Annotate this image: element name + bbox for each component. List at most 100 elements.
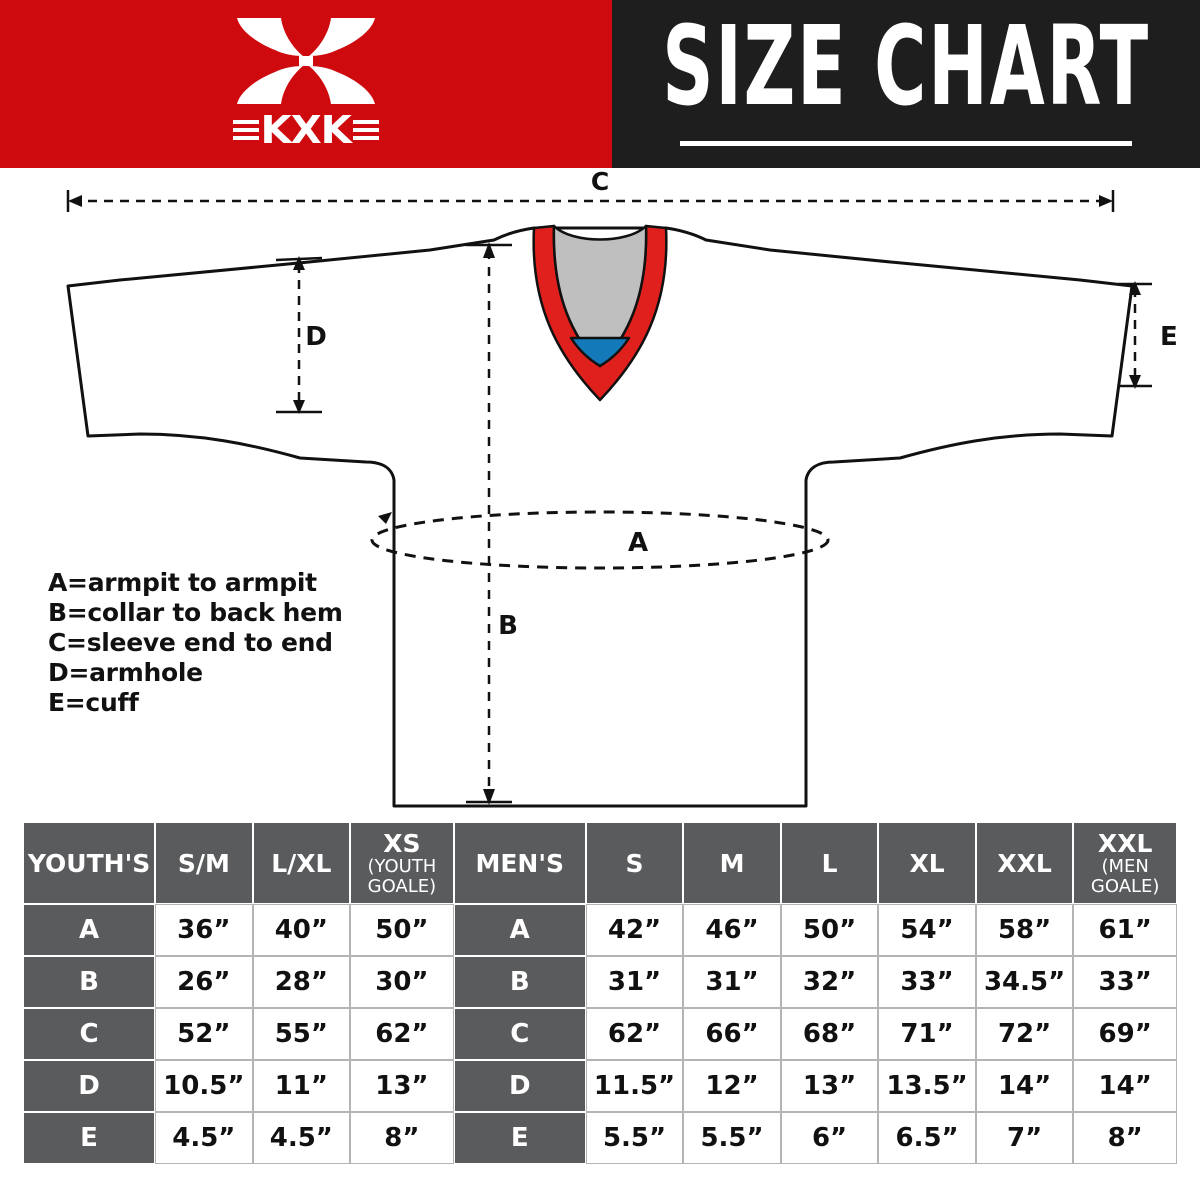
table-row: B 26” 28” 30” B 31” 31” 32” 33” 34.5” 33” [24,957,1176,1007]
row-label-youth: E [24,1113,155,1163]
measurement-cell: 72” [976,1009,1073,1059]
measurement-cell: 58” [976,905,1073,955]
measurement-cell: 8” [351,1113,453,1163]
measurement-cell: 28” [253,957,350,1007]
measurement-cell: 30” [351,957,453,1007]
hourglass-x-logo-icon [237,18,375,104]
measurement-cell: 11.5” [586,1061,683,1111]
dimension-c-label: C [591,168,609,196]
brand-name: KXK [260,108,352,152]
row-label-men: E [454,1113,585,1163]
table-header-cell: XL [879,823,975,903]
dimension-a [370,510,830,570]
table-header-cell: XS (YOUTH GOALE) [351,823,453,903]
dimension-d-label: D [305,322,327,352]
measurement-cell: 52” [156,1009,252,1059]
dimension-d [275,256,323,414]
measurement-cell: 32” [781,957,878,1007]
dimension-c [66,190,1115,212]
measurement-cell: 31” [586,957,683,1007]
size-table: YOUTH'S S/M L/XL XS (YOUTH GOALE) MEN'S S M L XL X… [22,821,1178,1165]
table-row: D 10.5” 11” 13” D 11.5” 12” 13” 13.5” 14” 14” [24,1061,1176,1111]
measurement-cell: 71” [879,1009,975,1059]
legend-item-c: C=sleeve end to end [48,628,333,657]
title-panel: SIZE CHART [612,0,1200,168]
measurement-cell: 13” [351,1061,453,1111]
measurement-cell: 68” [781,1009,878,1059]
table-body: A 36” 40” 50” A 42” 46” 50” 54” 58” 61” B 26” 28” 30” B… [24,905,1176,1163]
table-header-cell: S [586,823,683,903]
measurement-cell: 61” [1074,905,1176,955]
row-label-men: B [454,957,585,1007]
jersey-collar [532,224,668,402]
table-header-row: YOUTH'S S/M L/XL XS (YOUTH GOALE) MEN'S S M L XL X… [24,823,1176,903]
measurement-cell: 50” [351,905,453,955]
measurement-cell: 40” [253,905,350,955]
measurement-cell: 8” [1074,1113,1176,1163]
table-header-cell: M [684,823,780,903]
measurement-cell: 4.5” [156,1113,252,1163]
row-label-youth: D [24,1061,155,1111]
table-header-cell: S/M [156,823,252,903]
brand-bars-right-icon [352,120,379,140]
table-row: A 36” 40” 50” A 42” 46” 50” 54” 58” 61” [24,905,1176,955]
measurement-cell: 13” [781,1061,878,1111]
measurement-legend: A=armpit to armpit B=collar to back hem … [48,568,343,718]
measurement-cell: 33” [1074,957,1176,1007]
measurement-cell: 6” [781,1113,878,1163]
brand-wordmark: KXK [221,110,391,150]
measurement-cell: 66” [684,1009,780,1059]
jersey-outline [66,226,1134,808]
measurement-cell: 34.5” [976,957,1073,1007]
measurement-cell: 33” [879,957,975,1007]
measurement-cell: 31” [684,957,780,1007]
brand-bars-left-icon [233,120,260,140]
measurement-cell: 46” [684,905,780,955]
size-table-wrapper: YOUTH'S S/M L/XL XS (YOUTH GOALE) MEN'S S M L XL X… [22,821,1178,1165]
measurement-cell: 54” [879,905,975,955]
measurement-cell: 36” [156,905,252,955]
brand-panel: KXK [0,0,612,168]
table-row: E 4.5” 4.5” 8” E 5.5” 5.5” 6” 6.5” 7” 8” [24,1113,1176,1163]
row-label-youth: A [24,905,155,955]
measurement-cell: 10.5” [156,1061,252,1111]
measurement-cell: 69” [1074,1009,1176,1059]
row-label-men: C [454,1009,585,1059]
legend-item-e: E=cuff [48,688,139,717]
title-underline [680,140,1132,146]
table-header-cell: L [781,823,878,903]
measurement-cell: 26” [156,957,252,1007]
row-label-youth: B [24,957,155,1007]
table-header-cell: MEN'S [454,823,585,903]
measurement-cell: 14” [1074,1061,1176,1111]
measurement-cell: 11” [253,1061,350,1111]
measurement-cell: 7” [976,1113,1073,1163]
dimension-a-label: A [628,528,648,558]
measurement-cell: 5.5” [684,1113,780,1163]
legend-item-d: D=armhole [48,658,203,687]
measurement-cell: 13.5” [879,1061,975,1111]
dimension-b-label: B [498,611,518,641]
table-header-cell: XXL (MEN GOALE) [1074,823,1176,903]
table-row: C 52” 55” 62” C 62” 66” 68” 71” 72” 69” [24,1009,1176,1059]
measurement-cell: 55” [253,1009,350,1059]
measurement-cell: 4.5” [253,1113,350,1163]
legend-item-b: B=collar to back hem [48,598,343,627]
collar-inner [552,224,648,368]
jersey-technical-drawing: C D E [66,168,1178,808]
jersey-diagram: C D E [0,168,1200,814]
measurement-cell: 50” [781,905,878,955]
row-label-men: D [454,1061,585,1111]
measurement-cell: 5.5” [586,1113,683,1163]
page-header: KXK SIZE CHART [0,0,1200,168]
measurement-cell: 6.5” [879,1113,975,1163]
row-label-youth: C [24,1009,155,1059]
measurement-cell: 14” [976,1061,1073,1111]
measurement-cell: 62” [351,1009,453,1059]
page-title: SIZE CHART [662,2,1150,131]
measurement-cell: 12” [684,1061,780,1111]
dimension-a-arrow-left [378,512,392,524]
measurement-cell: 42” [586,905,683,955]
legend-item-a: A=armpit to armpit [48,568,317,597]
table-header-cell: L/XL [253,823,350,903]
